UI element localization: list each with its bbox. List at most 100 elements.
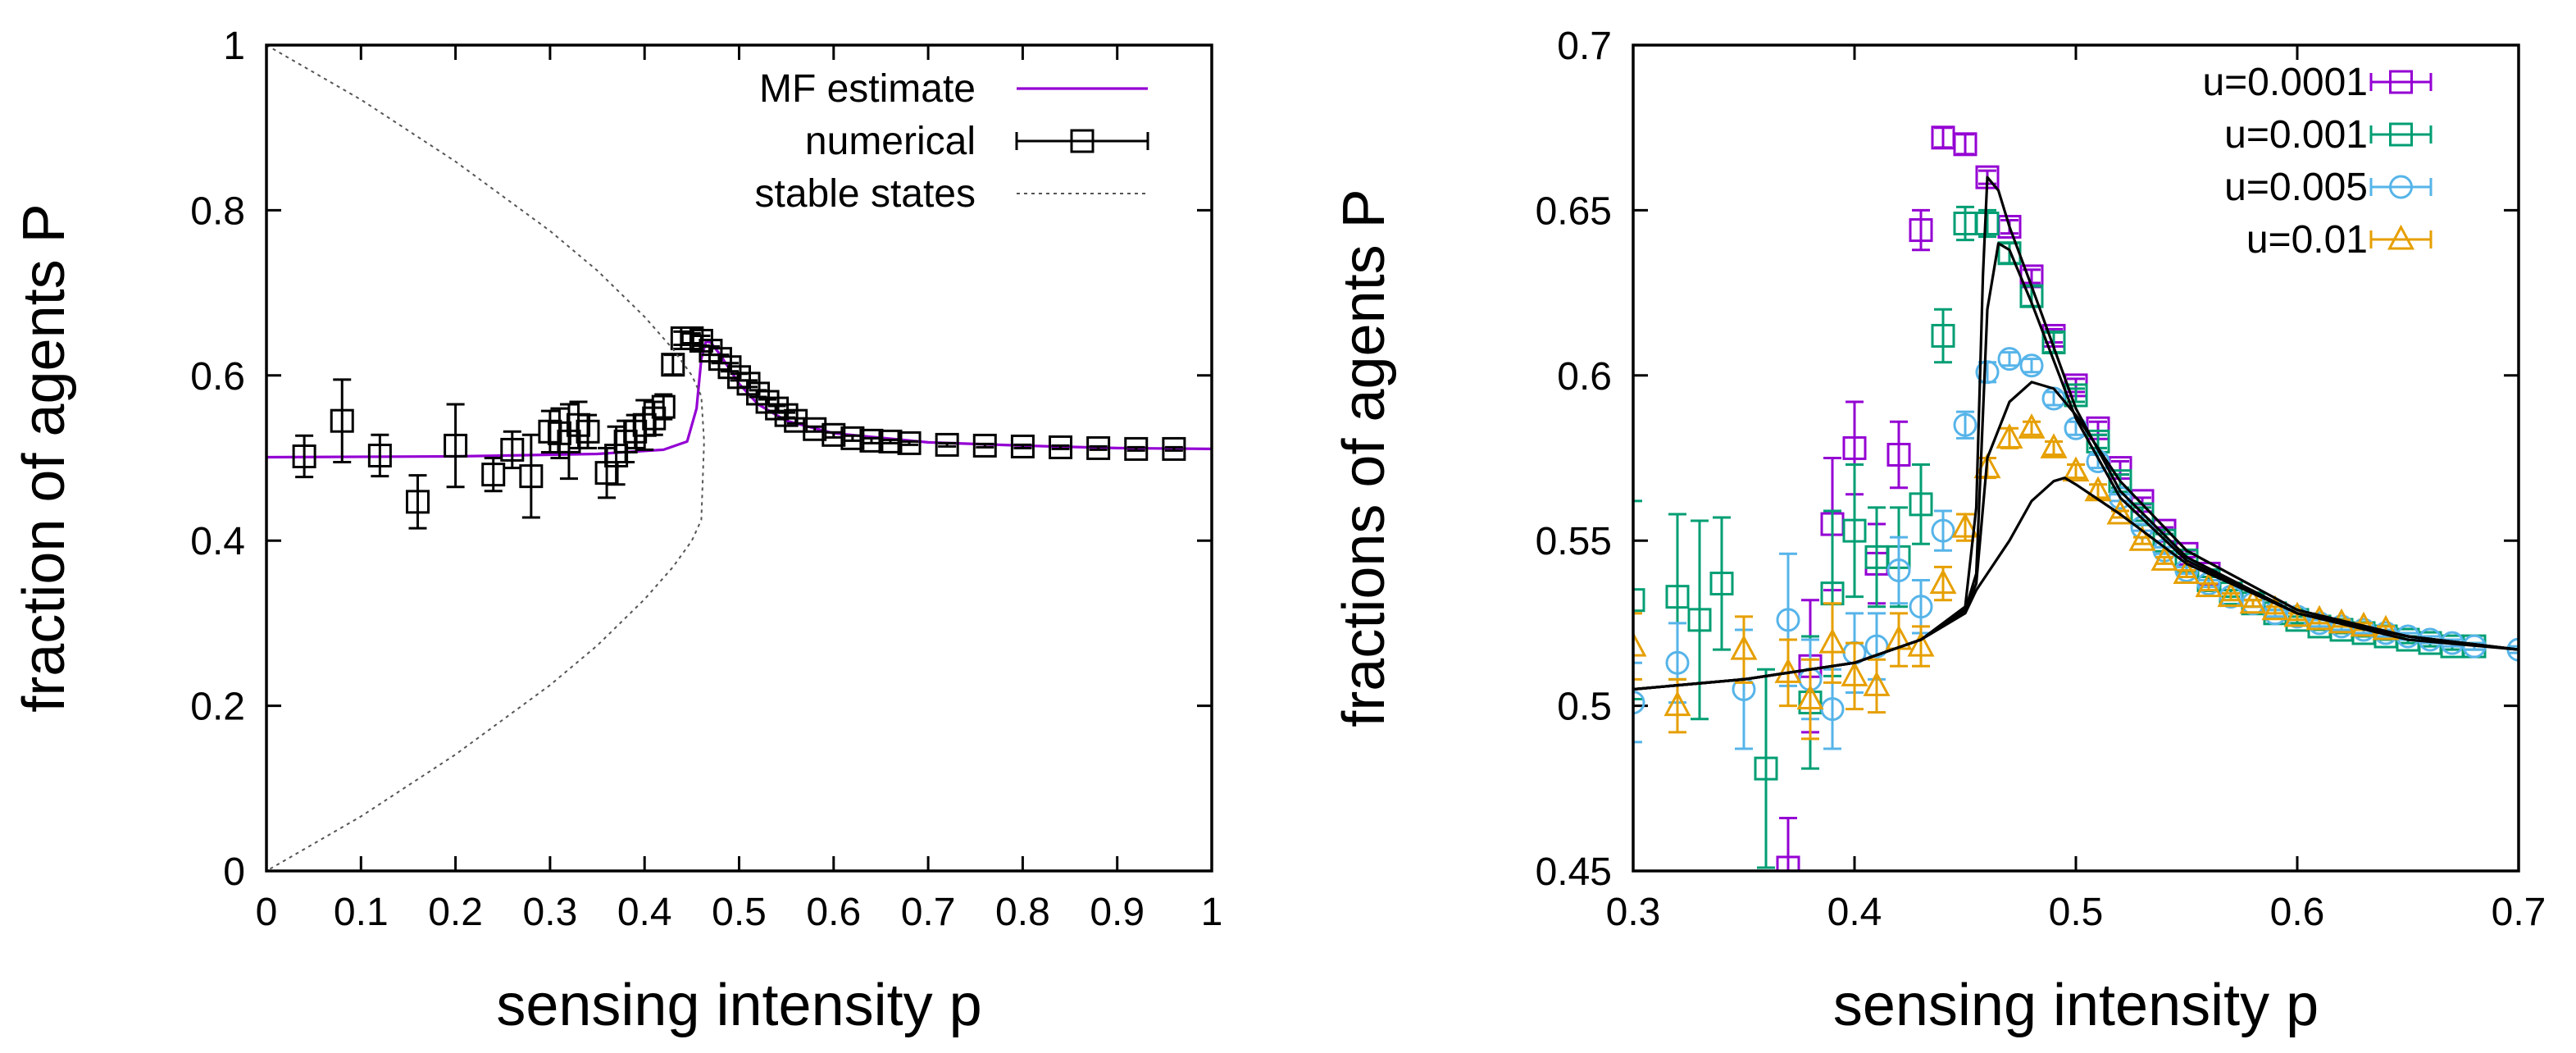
x-tick-label: 0.6 <box>2270 891 2325 934</box>
data-point <box>1709 572 1734 596</box>
data-point <box>972 433 997 458</box>
data-point <box>444 433 468 458</box>
data-point <box>2040 433 2068 458</box>
legend-marker <box>2389 70 2413 94</box>
legend-marker <box>1070 129 1095 153</box>
data-point <box>1842 518 1867 543</box>
data-point <box>1909 492 1933 517</box>
data-point <box>519 464 544 489</box>
y-tick-label: 0.4 <box>190 520 245 563</box>
plot-area <box>266 45 1212 871</box>
plot-frame <box>1632 43 2520 873</box>
data-point <box>292 444 316 468</box>
y-axis-label: fraction of agents P <box>11 203 77 712</box>
data-point <box>1996 423 2023 449</box>
x-tick-label: 0.1 <box>334 891 389 934</box>
x-tick-label: 0.9 <box>1090 891 1145 934</box>
legend-marker <box>2389 122 2413 147</box>
data-point <box>367 443 392 467</box>
x-tick-label: 0.2 <box>428 891 483 934</box>
data-point <box>2019 353 2044 378</box>
plot-frame <box>265 43 1213 873</box>
x-tick-label: 1 <box>1201 891 1223 934</box>
y-tick-label: 0.65 <box>1536 189 1612 233</box>
series-line <box>1633 476 2519 691</box>
y-tick-label: 0.45 <box>1536 850 1612 894</box>
legend-label: MF estimate <box>759 67 976 111</box>
x-tick-label: 0.4 <box>1827 891 1882 934</box>
y-tick-label: 0.55 <box>1536 520 1612 563</box>
data-point <box>1931 518 1955 543</box>
series-stable-states <box>266 45 705 871</box>
x-tick-label: 0.6 <box>806 891 861 934</box>
right-panel: 0.3 0.4 0.5 0.6 0.7 0.45 0.5 0.55 0.6 0.65 0.7 sens… <box>1331 25 2546 1038</box>
data-point <box>897 431 922 455</box>
data-point <box>481 463 506 487</box>
data-point <box>1124 436 1149 461</box>
data-point <box>1776 608 1800 632</box>
data-point <box>1754 756 1778 781</box>
series-numerical <box>292 326 1186 530</box>
data-point <box>651 394 676 419</box>
data-point <box>1951 512 1979 538</box>
data-point <box>2261 595 2289 621</box>
data-point <box>1841 661 1868 686</box>
y-axis-label: fractions of agents P <box>1331 189 1397 727</box>
data-point <box>1931 323 1955 348</box>
legend: u=0.0001 u=0.001 u=0.005 u=0.01 <box>2202 61 2433 262</box>
data-point <box>1929 568 1957 595</box>
data-point <box>1663 691 1691 717</box>
y-tick-label: 0.6 <box>1557 355 1612 399</box>
x-tick-label: 0 <box>256 891 278 934</box>
x-axis-label: sensing intensity p <box>496 973 981 1038</box>
data-point <box>1665 585 1690 609</box>
data-point <box>2239 588 2267 614</box>
data-point <box>1086 435 1111 460</box>
legend: MF estimate numerical stable states <box>755 67 1149 216</box>
legend-label: stable states <box>755 172 976 216</box>
data-point <box>1776 855 1800 871</box>
data-point <box>1730 634 1758 660</box>
data-point <box>1633 691 1645 715</box>
data-point <box>1633 588 1645 613</box>
data-point <box>1909 595 1933 619</box>
data-point <box>500 437 525 462</box>
data-point <box>1818 627 1846 654</box>
x-tick-label: 0.7 <box>901 891 956 934</box>
series-line <box>266 45 705 871</box>
y-tick-label: 1 <box>223 25 245 68</box>
x-tick-label: 0.7 <box>2492 891 2546 934</box>
x-tick-label: 0.8 <box>995 891 1050 934</box>
y-tick-label: 0.2 <box>190 686 245 729</box>
y-tick-label: 0.8 <box>190 189 245 233</box>
data-point <box>1997 347 2022 372</box>
data-point <box>935 432 959 457</box>
data-point <box>1633 631 1647 657</box>
series-u-0-01 <box>1633 413 2400 741</box>
data-point <box>1886 558 1911 582</box>
data-point <box>1907 631 1935 657</box>
x-tick-label: 0.5 <box>2049 891 2104 934</box>
data-point <box>2372 614 2400 640</box>
y-tick-label: 0 <box>223 850 245 894</box>
data-point <box>2217 581 2245 608</box>
data-point <box>2062 456 2090 482</box>
data-point <box>2173 558 2201 584</box>
data-point <box>2041 330 2066 355</box>
legend-label: u=0.001 <box>2224 113 2368 157</box>
data-point <box>2106 499 2134 525</box>
legend-label: u=0.01 <box>2246 218 2368 262</box>
data-point <box>1842 435 1867 460</box>
y-tick-label: 0.5 <box>1557 686 1612 729</box>
y-tick-label: 0.7 <box>1557 25 1612 68</box>
data-point <box>784 408 808 433</box>
data-point <box>1162 436 1186 461</box>
series-mf-u-0-01 <box>1633 476 2519 691</box>
data-point <box>405 490 430 514</box>
x-tick-label: 0.3 <box>1606 891 1661 934</box>
data-point <box>1049 435 1073 459</box>
legend-label: u=0.0001 <box>2202 61 2368 104</box>
plot-area <box>1633 125 2519 871</box>
data-point <box>1796 684 1824 710</box>
